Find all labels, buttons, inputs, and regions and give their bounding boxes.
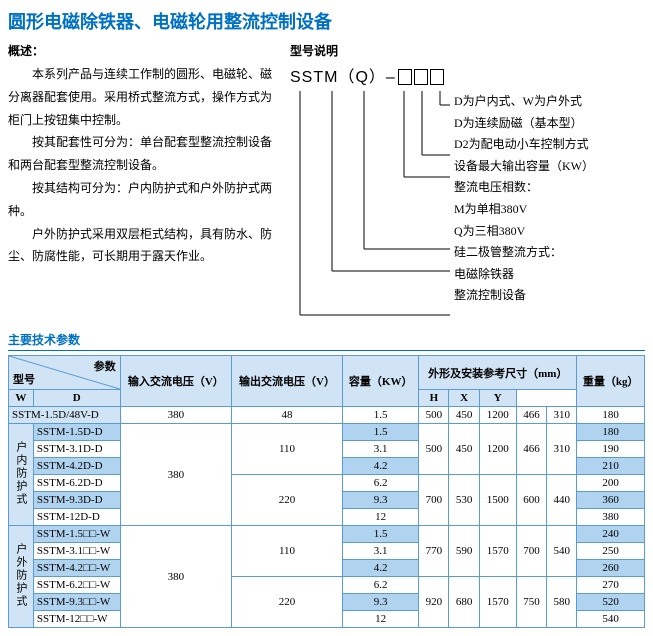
th-cap: 容量（KW） [343,356,419,407]
desc-p1: 本系列产品与连续工作制的圆形、电磁轮、磁分离器配套使用。采用桥式整流方式，操作方… [8,63,278,131]
overview-label: 概述： [8,42,278,59]
model-box-1 [398,69,412,85]
legend-l4: 设备最大输出容量（KW） [454,156,594,178]
th-wt: 重量（kg） [577,356,645,407]
table-row: 户内防护式 SSTM-1.5D-D 380 110 1.5 500 450 12… [9,424,645,441]
model-code-row: SSTM（Q）– [290,63,645,91]
legend-l10: 整流控制设备 [454,285,594,307]
legend-l2: D为连续励磁（基本型） [454,113,594,135]
legend-l3: D2为配电动小车控制方式 [454,134,594,156]
th-vout: 输出交流电压（V） [231,356,342,407]
th-d: D [33,390,120,407]
desc-p2: 按其配套性可分为：单台配套型整流控制设备和两台配套型整流控制设备。 [8,131,278,177]
params-heading: 主要技术参数 [8,331,645,351]
legend-l7: Q为三相380V [454,221,594,243]
bracket-diagram [290,91,450,321]
th-dim: 外形及安装参考尺寸（mm） [419,356,577,390]
overview-col: 概述： 本系列产品与连续工作制的圆形、电磁轮、磁分离器配套使用。采用桥式整流方式… [8,42,278,321]
model-box-2 [414,69,428,85]
page-title: 圆形电磁除铁器、电磁轮用整流控制设备 [8,8,645,34]
th-w: W [9,390,34,407]
desc-p4: 户外防护式采用双层柜式结构，具有防水、防尘、防腐性能，可长期用于露天作业。 [8,223,278,269]
model-code: SSTM（Q）– [290,63,396,87]
table-row: SSTM-6.2D-D 220 6.2 700 530 1500 600 440… [9,475,645,492]
bracket-legend: D为户内式、W为户外式 D为连续励磁（基本型） D2为配电动小车控制方式 设备最… [290,91,645,321]
legend-l9: 电磁除铁器 [454,264,594,286]
table-row: 户外防护式 SSTM-1.5□□-W 380 110 1.5 770 590 1… [9,526,645,543]
group-outdoor: 户外防护式 [13,543,29,608]
legend-l1: D为户内式、W为户外式 [454,91,594,113]
legend-l6: M为单相380V [454,199,594,221]
top-section: 概述： 本系列产品与连续工作制的圆形、电磁轮、磁分离器配套使用。采用桥式整流方式… [8,42,645,321]
model-col: 型号说明 SSTM（Q）– D为户内式、W为户外式 D为连续励磁（基本型 [290,42,645,321]
model-explain-label: 型号说明 [290,42,645,59]
table-header-row-1: 参数 型号 输入交流电压（V） 输出交流电压（V） 容量（KW） 外形及安装参考… [9,356,645,390]
desc-p3: 按其结构可分为：户内防护式和户外防护式两种。 [8,177,278,223]
group-indoor: 户内防护式 [13,441,29,506]
legend-l8: 硅二极管整流方式： [454,242,594,264]
overview-text: 本系列产品与连续工作制的圆形、电磁轮、磁分离器配套使用。采用桥式整流方式，操作方… [8,63,278,268]
legend-l5: 整流电压相数： [454,177,594,199]
th-vin: 输入交流电压（V） [120,356,231,407]
th-y: Y [479,390,516,407]
table-row: SSTM-1.5D/48V-D 380481.5 500450120046631… [9,407,645,424]
th-h: H [419,390,449,407]
th-model: 型号 [13,371,35,387]
params-table: 参数 型号 输入交流电压（V） 输出交流电压（V） 容量（KW） 外形及安装参考… [8,355,645,628]
model-box-3 [430,69,444,85]
th-params: 参数 [94,358,116,374]
legend-text: D为户内式、W为户外式 D为连续励磁（基本型） D2为配电动小车控制方式 设备最… [450,91,594,321]
th-x: X [449,390,479,407]
